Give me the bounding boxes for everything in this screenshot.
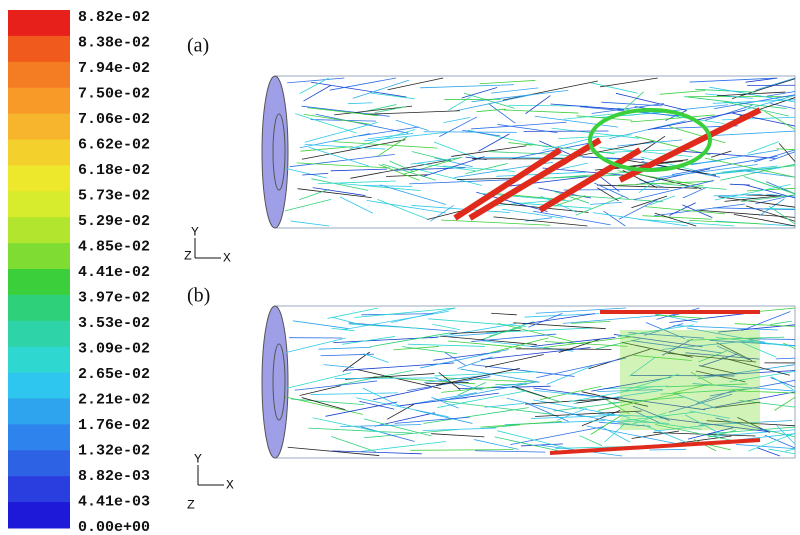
colorbar-label: 3.09e-02 (78, 340, 150, 357)
colorbar-band (8, 165, 70, 191)
colorbar-label: 1.32e-02 (78, 442, 150, 459)
colorbar-band (8, 243, 70, 269)
colorbar-band (8, 502, 70, 528)
colorbar-label: 8.38e-02 (78, 34, 150, 51)
colorbar-label: 7.94e-02 (78, 60, 150, 77)
axis-label: Y (194, 451, 202, 466)
axis-label: X (223, 250, 231, 265)
colorbar-band (8, 217, 70, 243)
colorbar-band (8, 269, 70, 295)
colorbar-band (8, 114, 70, 140)
axis-label: X (226, 477, 234, 492)
colorbar-band (8, 88, 70, 114)
colorbar-label: 3.53e-02 (78, 315, 150, 332)
colorbar-label: 5.73e-02 (78, 187, 150, 204)
colorbar-label: 6.62e-02 (78, 136, 150, 153)
colorbar-band (8, 424, 70, 450)
colorbar-band (8, 476, 70, 502)
colorbar-band (8, 295, 70, 321)
colorbar-label: 4.41e-03 (78, 493, 150, 510)
colorbar-label: 3.97e-02 (78, 289, 150, 306)
colorbar-label: 7.06e-02 (78, 111, 150, 128)
colorbar-band (8, 191, 70, 217)
colorbar-band (8, 62, 70, 88)
cylinder-a (262, 76, 795, 228)
colorbar-label: 2.21e-02 (78, 391, 150, 408)
colorbar-band (8, 10, 70, 36)
streamline (516, 349, 612, 350)
figure: 8.82e-02 8.38e-02 7.94e-02 7.50e-02 7.06e-02… (0, 0, 800, 535)
cylinder-b (262, 306, 795, 458)
colorbar-band (8, 140, 70, 166)
colorbar-band (8, 36, 70, 62)
colorbar-label: 5.29e-02 (78, 213, 150, 230)
colorbar-band (8, 347, 70, 373)
colorbar-label: 2.65e-02 (78, 366, 150, 383)
colorbar-label: 4.41e-02 (78, 264, 150, 281)
colorbar-label: 1.76e-02 (78, 417, 150, 434)
colorbar-band (8, 399, 70, 425)
colorbar-band (8, 373, 70, 399)
panel-label: (a) (187, 35, 209, 57)
panel-label: (b) (187, 285, 210, 307)
axis-label: Y (191, 224, 199, 239)
colorbar-label: 8.82e-03 (78, 468, 150, 485)
colorbar-label: 8.82e-02 (78, 9, 150, 26)
colorbar-label: 4.85e-02 (78, 238, 150, 255)
vortex (620, 330, 760, 430)
colorbar-band (8, 450, 70, 476)
colorbar-band (8, 321, 70, 347)
colorbar-label: 6.18e-02 (78, 162, 150, 179)
colorbar-label: 7.50e-02 (78, 85, 150, 102)
streamline (765, 208, 795, 209)
axis-label: Z (184, 248, 192, 263)
axis-label: Z (187, 497, 195, 512)
colorbar-label: 0.00e+00 (78, 519, 150, 535)
